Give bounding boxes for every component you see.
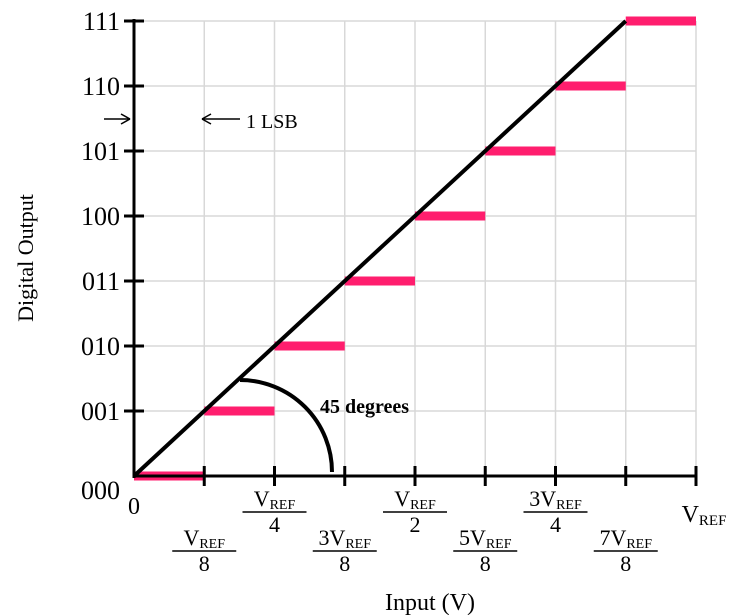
x-tick-label-den: 2 (410, 512, 421, 537)
lsb-arrow-right-head (201, 113, 212, 125)
x-tick-label-den: 8 (620, 551, 631, 576)
x-tick-label-sub: REF (486, 537, 512, 552)
angle-arc (239, 378, 334, 473)
x-tick-labels: 0VREF8VREF43VREF8VREF25VREF83VREF47VREF8… (128, 486, 726, 576)
y-tick-label-011: 011 (82, 267, 120, 296)
x-tick-label-sub: REF (345, 537, 371, 552)
x-tick-label-0: 0 (128, 494, 140, 520)
lsb-label: 1 LSB (246, 111, 298, 133)
x-tick-label-den: 4 (269, 512, 280, 537)
x-tick-label-sub: REF (270, 498, 296, 513)
x-tick-label-text: 0 (128, 494, 140, 520)
x-tick-label-den: 8 (339, 551, 350, 576)
x-tick-label-den: 8 (480, 551, 491, 576)
x-tick-label-text: VREF (682, 502, 727, 529)
y-axis-label: Digital Output (13, 194, 38, 322)
x-tick-label-num: 7VREF (599, 525, 652, 552)
x-tick-label-sub: REF (410, 498, 436, 513)
x-tick-label-8: VREF (682, 502, 727, 529)
x-tick-label-num: VREF (394, 486, 436, 513)
ideal-line-series (132, 19, 628, 478)
x-tick-label-sub: REF (199, 537, 225, 552)
axes (124, 19, 698, 486)
angle-label: 45 degrees (320, 396, 409, 418)
y-tick-label-010: 010 (81, 332, 120, 361)
x-tick-label-den: 8 (199, 551, 210, 576)
x-tick-label-sub: REF (626, 537, 652, 552)
y-tick-labels: 000 001 010 011 100 101 110 111 (81, 7, 120, 505)
step-series (134, 16, 696, 481)
x-tick-label-num: VREF (254, 486, 296, 513)
x-tick-label-num: 3VREF (529, 486, 582, 513)
x-tick-label-num: VREF (183, 525, 225, 552)
ideal-transfer-line (132, 19, 628, 478)
x-tick-label-sub: REF (699, 513, 727, 529)
y-tick-label-111: 111 (83, 7, 120, 36)
annotations (104, 113, 334, 473)
x-tick-label-den: 4 (550, 512, 561, 537)
y-tick-label-100: 100 (81, 202, 120, 231)
y-tick-label-001: 001 (81, 397, 120, 426)
x-tick-label-sub: REF (556, 498, 582, 513)
x-tick-label-num: 3VREF (318, 525, 371, 552)
x-tick-label-num: 5VREF (459, 525, 512, 552)
x-axis-label: Input (V) (385, 590, 475, 615)
y-tick-label-101: 101 (81, 137, 120, 166)
lsb-arrow-left-head (120, 113, 131, 125)
y-tick-label-110: 110 (82, 72, 120, 101)
y-tick-label-000: 000 (81, 476, 120, 505)
